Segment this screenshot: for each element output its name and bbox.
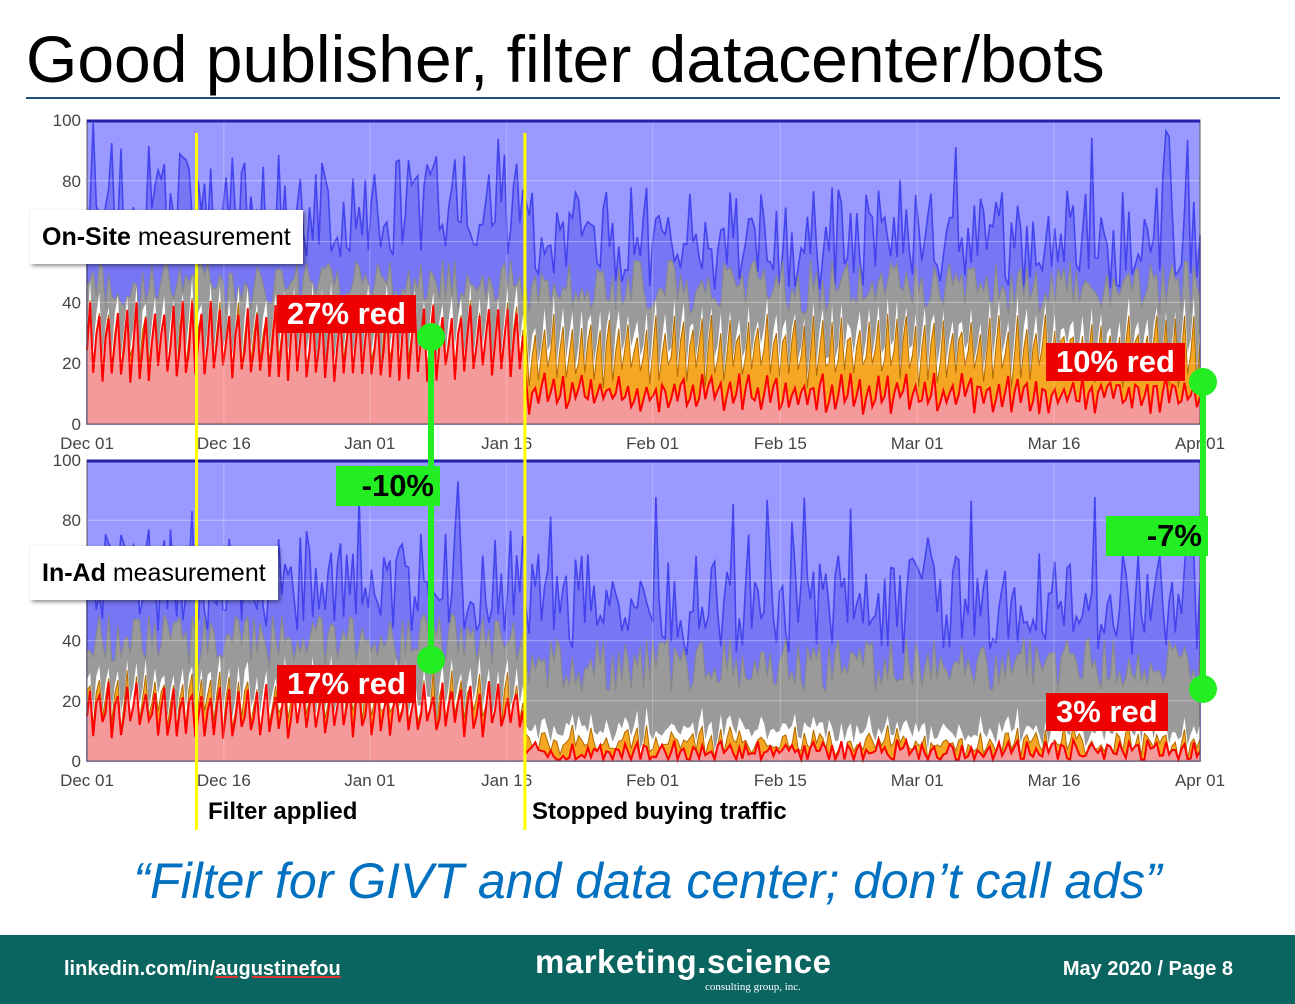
x-tick-label: Dec 01 <box>60 771 114 790</box>
title-divider <box>26 97 1280 99</box>
inad-label-bold: In-Ad <box>42 559 106 587</box>
diff-before-callout: -10% <box>336 466 440 506</box>
y-tick-label: 40 <box>62 293 81 312</box>
x-tick-label: Feb 15 <box>754 771 807 790</box>
y-tick-label: 20 <box>62 692 81 711</box>
slide-title: Good publisher, filter datacenter/bots <box>26 22 1105 96</box>
onsite-after-red-callout: 10% red <box>1046 343 1185 381</box>
after-connector-top-dot <box>1189 368 1217 396</box>
x-tick-label: Mar 16 <box>1028 434 1081 453</box>
stopped-buying-label: Stopped buying traffic <box>532 798 787 825</box>
x-tick-label: Mar 01 <box>891 434 944 453</box>
after-connector-bottom-dot <box>1189 675 1217 703</box>
y-tick-label: 0 <box>72 752 81 771</box>
page-number: May 2020 / Page 8 <box>1062 958 1233 980</box>
series-red-line <box>86 300 1201 415</box>
before-connector-bottom-dot <box>417 646 445 674</box>
inad-label-rest: measurement <box>105 559 266 587</box>
y-tick-label: 100 <box>53 111 81 130</box>
y-tick-label: 20 <box>62 354 81 373</box>
x-tick-label: Dec 01 <box>60 434 114 453</box>
brand-logo-text: marketing.science <box>535 943 832 980</box>
onsite-label-rest: measurement <box>130 223 291 251</box>
before-connector-top-dot <box>417 323 445 351</box>
x-tick-label: Jan 16 <box>481 771 532 790</box>
diff-after-callout: -7% <box>1106 516 1208 556</box>
brand-subtitle: consulting group, inc. <box>705 981 801 993</box>
linkedin-prefix: linkedin.com/in/ <box>64 958 216 980</box>
linkedin-user: augustinefou <box>215 958 341 980</box>
y-tick-label: 100 <box>53 451 81 470</box>
filter-applied-label: Filter applied <box>208 798 358 825</box>
x-tick-label: Apr 01 <box>1175 771 1225 790</box>
y-tick-label: 80 <box>62 172 81 191</box>
series-red-line <box>86 681 1201 764</box>
linkedin-link[interactable]: linkedin.com/in/augustinefou <box>64 958 341 981</box>
x-tick-label: Feb 01 <box>626 771 679 790</box>
x-tick-label: Feb 15 <box>754 434 807 453</box>
inad-after-red-callout: 3% red <box>1046 693 1168 731</box>
series-red-area <box>87 301 1200 424</box>
x-tick-label: Feb 01 <box>626 434 679 453</box>
y-tick-label: 0 <box>72 415 81 434</box>
quote-text: “Filter for GIVT and data center; don’t … <box>133 853 1162 909</box>
inad-before-red-callout: 17% red <box>277 665 416 703</box>
y-tick-label: 40 <box>62 632 81 651</box>
onsite-panel-label: On-Site measurement <box>30 210 303 264</box>
footer-bar: linkedin.com/in/augustinefou marketing.s… <box>0 935 1295 1004</box>
series-red-area <box>87 681 1200 761</box>
onsite-before-red-callout: 27% red <box>277 295 416 333</box>
x-tick-label: Jan 16 <box>481 434 532 453</box>
x-tick-label: Jan 01 <box>344 434 395 453</box>
y-tick-label: 80 <box>62 511 81 530</box>
x-tick-label: Jan 01 <box>344 771 395 790</box>
inad-panel-label: In-Ad measurement <box>30 546 278 600</box>
x-tick-label: Mar 01 <box>891 771 944 790</box>
x-tick-label: Dec 16 <box>197 434 251 453</box>
onsite-label-bold: On-Site <box>42 223 131 251</box>
x-tick-label: Dec 16 <box>197 771 251 790</box>
x-tick-label: Mar 16 <box>1028 771 1081 790</box>
